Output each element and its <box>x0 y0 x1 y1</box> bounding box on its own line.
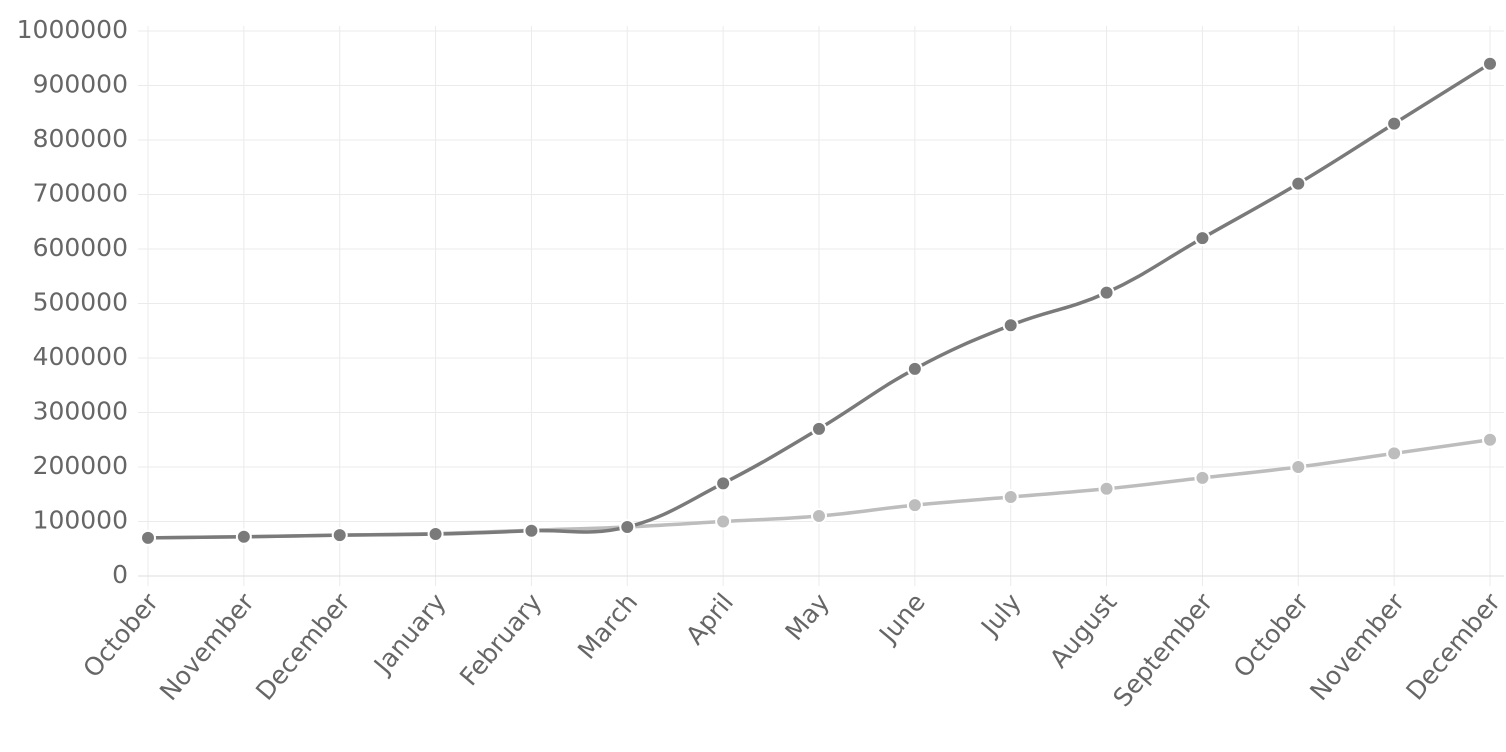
y-tick-label: 600000 <box>33 233 128 262</box>
y-tick-label: 700000 <box>33 179 128 208</box>
data-point <box>715 475 732 492</box>
x-tick-label: December <box>250 587 356 706</box>
data-point <box>811 508 827 525</box>
x-tick-label: January <box>367 588 452 681</box>
x-tick-label: October <box>77 587 164 683</box>
data-point <box>1194 469 1211 486</box>
data-point <box>1002 488 1019 505</box>
data-point <box>1002 317 1019 334</box>
x-tick-label: November <box>154 587 260 706</box>
x-tick-label: September <box>1107 587 1219 712</box>
x-tick-label: November <box>1304 587 1410 706</box>
data-point <box>1098 284 1115 301</box>
data-point <box>906 497 923 514</box>
x-tick-label: March <box>572 588 643 665</box>
data-point <box>1290 175 1307 192</box>
data-point <box>1386 115 1403 132</box>
x-tick-label: August <box>1044 588 1123 674</box>
data-point <box>619 518 636 535</box>
data-point <box>1482 55 1498 72</box>
y-tick-label: 1000000 <box>17 15 128 44</box>
y-tick-label: 300000 <box>33 397 128 426</box>
data-point <box>811 420 827 437</box>
x-tick-label: May <box>780 588 836 646</box>
data-point <box>523 522 540 539</box>
x-tick-label: April <box>680 588 739 650</box>
y-tick-label: 100000 <box>33 506 128 535</box>
y-tick-label: 500000 <box>33 288 128 317</box>
x-tick-label: June <box>872 588 931 650</box>
x-tick-label: July <box>974 588 1027 643</box>
data-point <box>1290 459 1307 475</box>
data-point <box>715 513 732 530</box>
data-point <box>1098 480 1115 497</box>
y-tick-label: 800000 <box>33 124 128 153</box>
y-tick-label: 400000 <box>33 342 128 371</box>
x-tick-label: October <box>1228 587 1315 683</box>
data-point <box>1386 445 1403 462</box>
data-point <box>1482 431 1498 448</box>
data-point <box>906 360 923 377</box>
series-line <box>147 62 1491 540</box>
x-tick-label: February <box>454 588 548 692</box>
data-point <box>235 528 252 545</box>
y-tick-label: 0 <box>112 560 128 589</box>
y-tick-label: 900000 <box>33 70 128 99</box>
x-tick-label: December <box>1400 587 1506 706</box>
data-point <box>427 526 444 543</box>
data-point <box>140 529 156 546</box>
data-point <box>331 527 348 544</box>
data-point <box>1194 230 1211 247</box>
y-tick-label: 200000 <box>33 451 128 480</box>
